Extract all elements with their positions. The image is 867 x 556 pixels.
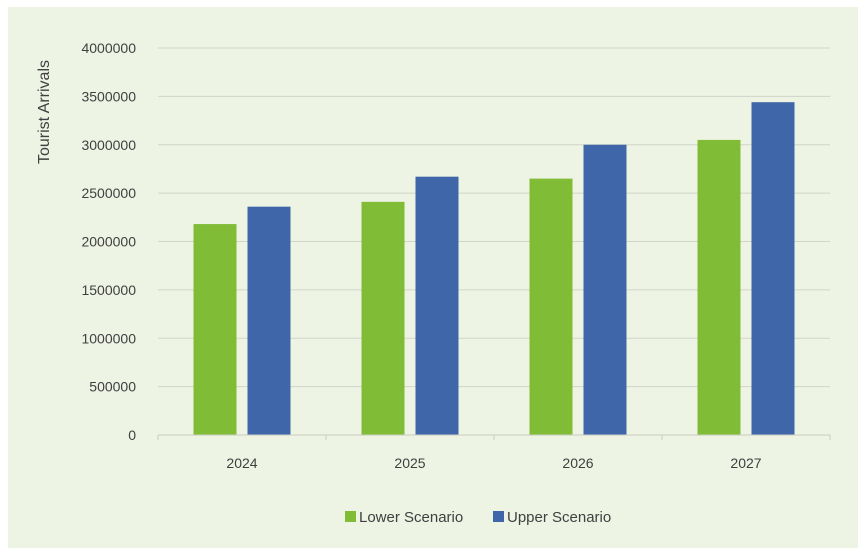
y-tick-label: 3500000 (81, 88, 136, 104)
y-axis-ticks: 0 500000 1000000 1500000 2000000 2500000 30000… (81, 40, 136, 443)
x-axis: 2024 2025 2026 2027 (157, 434, 831, 471)
bar-lower-scenario-2025 (361, 201, 405, 435)
bar-upper-scenario-2026 (583, 144, 627, 435)
x-tick-label: 2024 (226, 455, 257, 471)
y-tick-label: 2000000 (81, 234, 136, 250)
bar-lower-scenario-2026 (529, 178, 573, 436)
y-tick-label: 0 (128, 427, 136, 443)
y-tick-label: 3000000 (81, 137, 136, 153)
y-tick-label: 1500000 (81, 282, 136, 298)
x-tick-label: 2025 (394, 455, 425, 471)
legend: Lower Scenario Upper Scenario (345, 509, 611, 526)
legend-swatch (493, 511, 504, 522)
legend-swatch (345, 511, 356, 522)
bars (193, 102, 795, 436)
y-tick-label: 1000000 (81, 330, 136, 346)
bar-lower-scenario-2024 (193, 224, 237, 435)
legend-label: Lower Scenario (359, 509, 463, 526)
bar-upper-scenario-2024 (247, 206, 291, 435)
x-tick-label: 2027 (730, 455, 761, 471)
bar-upper-scenario-2027 (751, 102, 795, 436)
chart-area: 0 500000 1000000 1500000 2000000 2500000 30000… (8, 7, 858, 548)
y-tick-label: 2500000 (81, 185, 136, 201)
legend-label: Upper Scenario (507, 509, 611, 526)
x-tick-label: 2026 (562, 455, 593, 471)
bar-chart: 0 500000 1000000 1500000 2000000 2500000 30000… (36, 40, 831, 526)
y-tick-label: 4000000 (81, 40, 136, 56)
bar-lower-scenario-2027 (697, 139, 741, 435)
y-axis-title: Tourist Arrivals (36, 60, 53, 164)
y-tick-label: 500000 (89, 379, 136, 395)
bar-upper-scenario-2025 (415, 176, 459, 436)
